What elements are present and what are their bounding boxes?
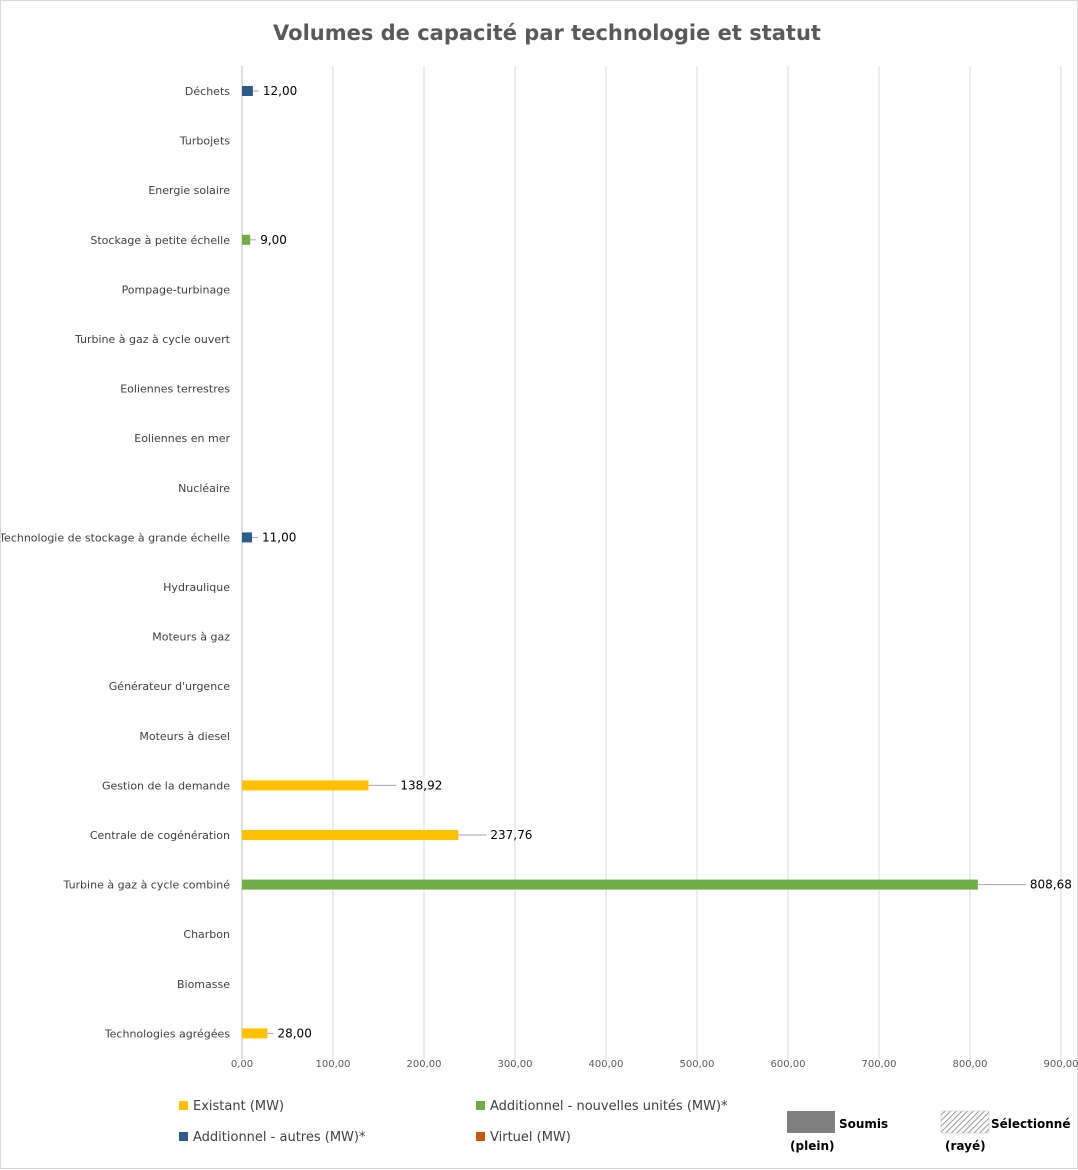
legend-swatch bbox=[476, 1132, 485, 1141]
category-label: Nucléaire bbox=[178, 482, 230, 495]
data-label: 138,92 bbox=[400, 778, 442, 792]
data-label: 9,00 bbox=[260, 233, 287, 247]
x-tick-label: 800,00 bbox=[953, 1059, 988, 1070]
category-label: Energie solaire bbox=[148, 184, 230, 197]
legend-label: Additionnel - nouvelles unités (MW)* bbox=[490, 1099, 728, 1114]
legend-swatch bbox=[179, 1132, 188, 1141]
data-label: 808,68 bbox=[1030, 878, 1072, 892]
category-label: Technologies agrégées bbox=[104, 1027, 230, 1040]
data-label: 11,00 bbox=[262, 530, 296, 544]
x-tick-label: 500,00 bbox=[680, 1059, 715, 1070]
legend-swatch bbox=[476, 1101, 485, 1110]
category-label: Gestion de la demande bbox=[102, 779, 230, 792]
legend-style-sub: (plein) bbox=[790, 1139, 834, 1153]
legend-label: Additionnel - autres (MW)* bbox=[193, 1130, 366, 1145]
legend-style-label: Soumis bbox=[839, 1117, 888, 1131]
legend-label: Existant (MW) bbox=[193, 1099, 284, 1114]
bars bbox=[242, 86, 978, 1038]
x-tick-label: 100,00 bbox=[316, 1059, 351, 1070]
x-tick-label: 400,00 bbox=[589, 1059, 624, 1070]
x-tick-label: 900,00 bbox=[1044, 1059, 1078, 1070]
legend-style-label: Sélectionné bbox=[991, 1117, 1070, 1131]
x-tick-label: 700,00 bbox=[862, 1059, 897, 1070]
x-tick-label: 600,00 bbox=[771, 1059, 806, 1070]
legend-solid-swatch bbox=[787, 1111, 835, 1133]
bar bbox=[242, 780, 368, 790]
category-label: Eoliennes en mer bbox=[134, 432, 230, 445]
bar bbox=[242, 532, 252, 542]
x-tick-label: 300,00 bbox=[498, 1059, 533, 1070]
legend-hatched-swatch bbox=[941, 1111, 989, 1133]
category-label: Turbine à gaz à cycle ouvert bbox=[74, 333, 231, 346]
legend-label: Virtuel (MW) bbox=[490, 1130, 571, 1145]
x-tick-label: 200,00 bbox=[407, 1059, 442, 1070]
legend: Existant (MW) Additionnel - nouvelles uni… bbox=[179, 1099, 1070, 1153]
category-label: Centrale de cogénération bbox=[90, 829, 230, 842]
category-label: Eoliennes terrestres bbox=[120, 383, 230, 396]
category-label: Stockage à petite échelle bbox=[90, 234, 230, 247]
category-label: Turbine à gaz à cycle combiné bbox=[63, 879, 231, 892]
chart-title: Volumes de capacité par technologie et s… bbox=[273, 21, 821, 45]
category-label: Moteurs à diesel bbox=[139, 730, 230, 743]
category-label: Déchets bbox=[185, 85, 230, 98]
category-label: Générateur d'urgence bbox=[109, 680, 230, 693]
grid-lines bbox=[242, 66, 1061, 1059]
category-label: Hydraulique bbox=[163, 581, 230, 594]
category-label: Moteurs à gaz bbox=[152, 631, 230, 644]
category-label: Charbon bbox=[183, 928, 230, 941]
bar bbox=[242, 86, 253, 96]
category-label: Turbojets bbox=[179, 135, 230, 148]
data-label: 28,00 bbox=[277, 1026, 311, 1040]
legend-swatch bbox=[179, 1101, 188, 1110]
category-label: Technologie de stockage à grande échelle bbox=[1, 531, 230, 544]
bar bbox=[242, 235, 250, 245]
data-label: 237,76 bbox=[490, 828, 532, 842]
category-label: Biomasse bbox=[177, 978, 230, 991]
bar bbox=[242, 880, 978, 890]
data-label: 12,00 bbox=[263, 84, 297, 98]
bar bbox=[242, 830, 458, 840]
legend-style-sub: (rayé) bbox=[945, 1139, 986, 1153]
x-tick-label: 0,00 bbox=[231, 1059, 253, 1070]
category-label: Pompage-turbinage bbox=[122, 283, 231, 296]
data-labels: 138,92 237,76 28,00 9,00 808,68 12,00 11,00 bbox=[250, 84, 1072, 1040]
y-axis: Déchets Turbojets Energie solaire Stockage … bbox=[1, 66, 242, 1059]
x-axis: 0,00 100,00 200,00 300,00 400,00 500,00 600,00… bbox=[231, 1059, 1078, 1070]
bar bbox=[242, 1028, 267, 1038]
